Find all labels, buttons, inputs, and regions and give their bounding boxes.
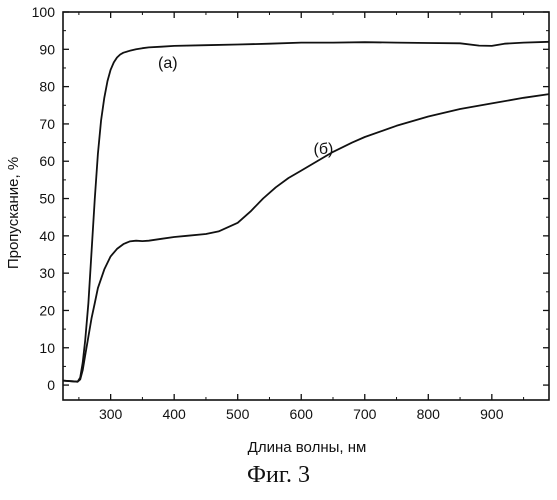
x-tick-label: 500: [226, 406, 250, 422]
y-tick-label: 50: [39, 191, 55, 207]
x-tick-label: 600: [290, 406, 314, 422]
y-tick-label: 90: [39, 41, 55, 57]
y-tick-label: 30: [39, 265, 55, 281]
y-tick-label: 60: [39, 153, 55, 169]
series-line-a: [63, 42, 549, 382]
y-tick-label: 100: [32, 4, 56, 20]
plot-frame: [63, 12, 549, 400]
series-line-b: [63, 94, 549, 382]
x-tick-label: 300: [99, 406, 123, 422]
transmission-chart: 0 10 20 30 40 50 60 70 80 90 100 300 400 500 600 700 800…: [0, 0, 557, 462]
x-tick-label: 400: [162, 406, 186, 422]
x-tick-label: 900: [480, 406, 504, 422]
series-label-b: (б): [314, 141, 334, 158]
figure-caption: Фиг. 3: [0, 462, 557, 489]
y-tick-label: 20: [39, 302, 55, 318]
y-tick-label: 40: [39, 228, 55, 244]
x-tick-label: 700: [353, 406, 377, 422]
series-label-a: (а): [158, 55, 178, 72]
y-axis-title: Пропускание, %: [5, 157, 22, 269]
y-tick-label: 0: [47, 377, 55, 393]
x-axis-title: Длина волны, нм: [248, 439, 367, 456]
y-tick-label: 80: [39, 79, 55, 95]
x-tick-label: 800: [417, 406, 441, 422]
y-tick-label: 10: [39, 340, 55, 356]
plot-area: 0 10 20 30 40 50 60 70 80 90 100 300 400 500 600 700 800…: [32, 4, 549, 422]
y-tick-label: 70: [39, 116, 55, 132]
